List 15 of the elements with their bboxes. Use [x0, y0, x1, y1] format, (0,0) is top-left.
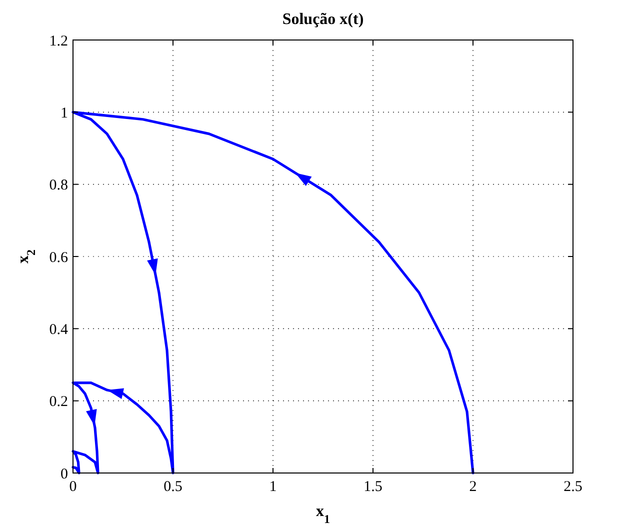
line-series: [72, 110, 474, 474]
x-tick-label: 1: [269, 479, 277, 495]
y-tick-label: 0.4: [49, 322, 68, 338]
x-tick-label: 2.5: [564, 479, 582, 495]
y-tick-label: 0.2: [49, 394, 68, 410]
x-tick-label: 0.5: [164, 479, 182, 495]
y-tick-label: 1: [60, 105, 68, 122]
x-tick-label: 1.5: [364, 479, 382, 495]
x-tick-label: 2: [469, 479, 477, 495]
y-tick-label: 0: [60, 466, 68, 482]
y-tick-label: 0.8: [49, 178, 68, 194]
y-tick-label: 0.6: [49, 250, 68, 266]
y-tick-label: 1.2: [49, 33, 68, 50]
x-axis-title: x$_{1}$: [316, 503, 330, 526]
chart-title: Solução x(t): [282, 11, 364, 28]
